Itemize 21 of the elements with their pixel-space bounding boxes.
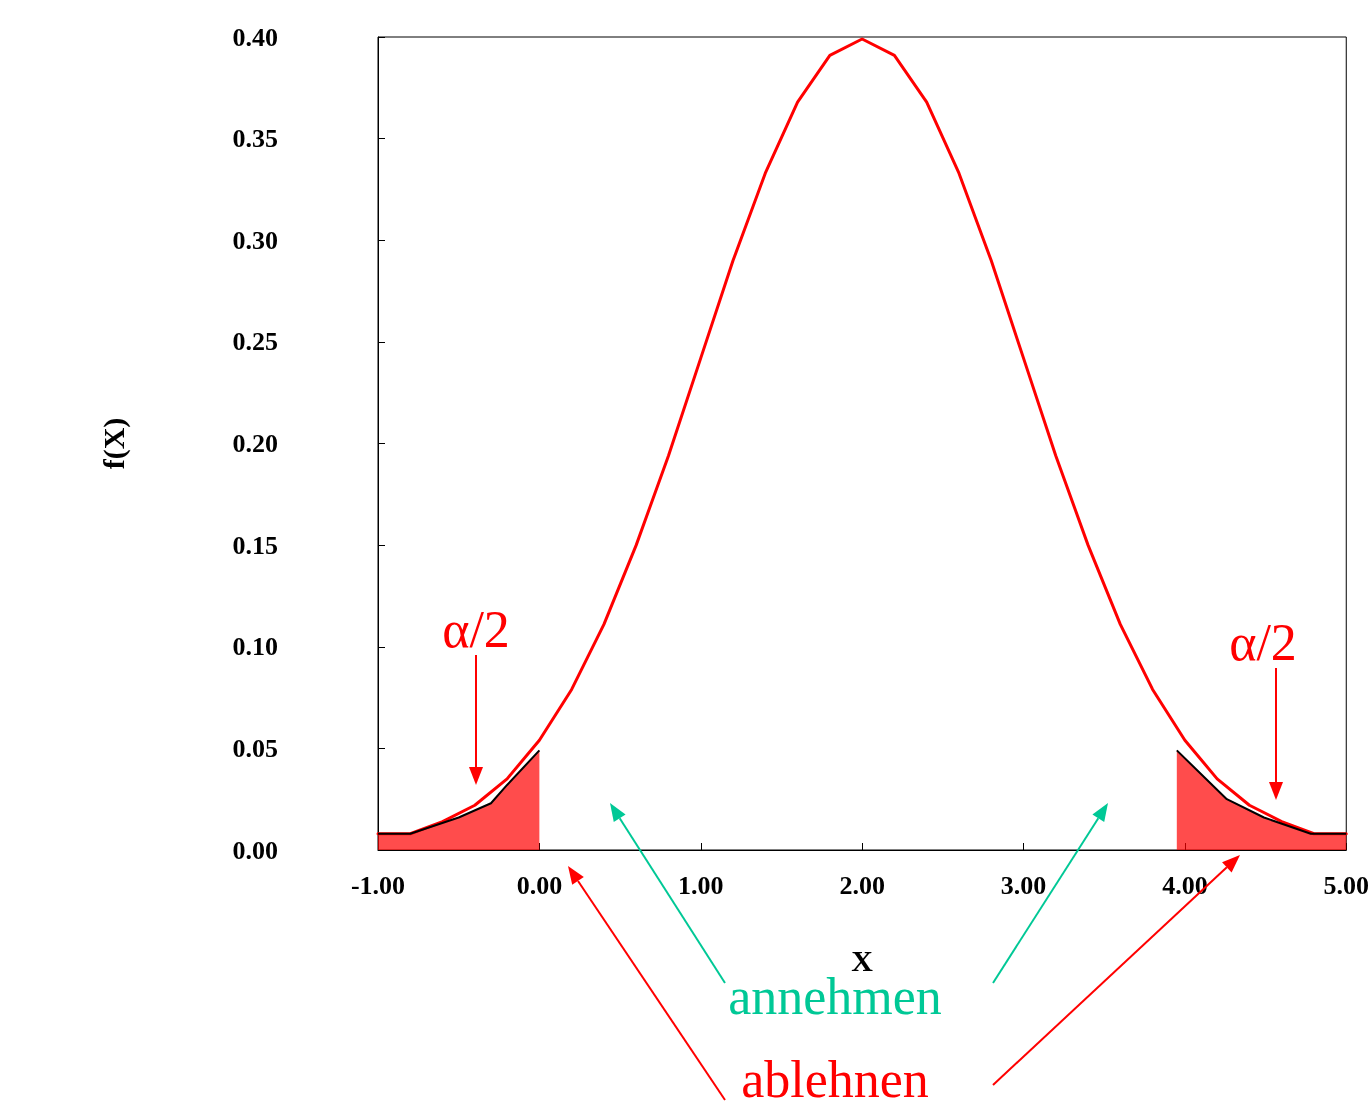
y-tick-label: 0.05 — [232, 733, 278, 763]
x-tick-label: 5.00 — [1323, 870, 1369, 900]
y-tick-label: 0.20 — [232, 429, 278, 458]
y-tick-label: 0.35 — [232, 124, 278, 154]
text: ablehnen — [741, 1050, 929, 1107]
annotation: α/2 — [1229, 613, 1297, 671]
y-tick-label: 0.30 — [232, 225, 278, 255]
y-tick-label: 0.25 — [232, 327, 278, 357]
x-tick-label: 3.00 — [1000, 870, 1047, 900]
y-tick-label: 0.00 — [232, 835, 278, 865]
x-tick-label: 4.00 — [1162, 870, 1208, 900]
x-tick-label: 1.00 — [678, 870, 724, 900]
line-series — [376, 37, 1348, 836]
x-tick-label: 0.00 — [516, 870, 563, 900]
y-tick-label: 0.10 — [232, 632, 278, 662]
annotation: α/2 — [442, 600, 510, 658]
y-tick-label: 0.15 — [232, 530, 278, 560]
x-tick-label: 2.00 — [839, 870, 885, 900]
y-tick-label: 0.40 — [232, 22, 278, 52]
x-tick-label: -1.00 — [350, 870, 406, 900]
y-axis-title: f(X) — [96, 417, 131, 470]
